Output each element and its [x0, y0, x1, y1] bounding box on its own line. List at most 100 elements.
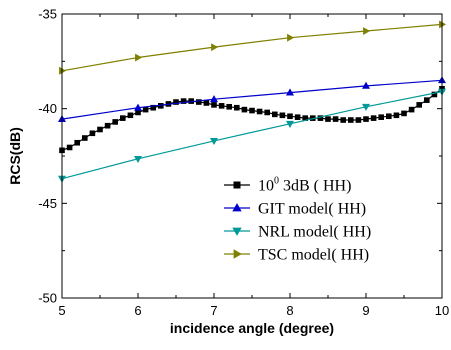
- data-point: [188, 98, 194, 104]
- legend-entry: NRL model( HH): [224, 224, 371, 241]
- data-point: [363, 27, 371, 35]
- x-tick-label: 5: [58, 303, 65, 318]
- legend-label-superscript: 0: [274, 176, 279, 187]
- data-point: [362, 103, 370, 111]
- y-tick-label: -40: [38, 101, 57, 116]
- x-tick-label: 10: [435, 303, 449, 318]
- data-point: [150, 104, 156, 111]
- data-point: [416, 102, 422, 108]
- axis-layer: 5 6 7 8 9 10 -35 -40 -45 -50: [38, 7, 449, 319]
- data-point: [393, 112, 400, 119]
- data-point: [401, 110, 407, 117]
- x-tick-label: 8: [286, 303, 293, 318]
- data-point: [203, 100, 210, 106]
- data-point: [362, 81, 370, 89]
- plot-frame: [61, 13, 443, 299]
- data-point: [211, 102, 217, 108]
- data-point: [211, 43, 219, 52]
- series-line: [61, 23, 443, 72]
- data-point: [439, 20, 447, 29]
- x-tick-label: 7: [210, 303, 217, 318]
- data-point: [173, 99, 179, 105]
- data-point: [264, 109, 270, 116]
- data-point: [142, 106, 149, 113]
- data-point: [370, 115, 377, 121]
- data-point: [256, 108, 263, 115]
- data-point: [89, 130, 96, 137]
- y-tick-label: -45: [38, 196, 57, 211]
- legend-entry: 100 3dB ( HH): [224, 176, 351, 195]
- series-3: [58, 88, 446, 183]
- data-point: [249, 107, 255, 114]
- data-point: [104, 122, 111, 129]
- data-point: [59, 66, 67, 75]
- y-tick-label: -35: [38, 7, 57, 22]
- legend: 100 3dB ( HH) GIT model( HH) NRL model( HH…: [224, 176, 371, 264]
- x-axis-label: incidence angle (degree): [170, 320, 334, 336]
- series-1: [59, 85, 445, 154]
- data-point: [210, 95, 218, 103]
- data-point: [135, 109, 141, 116]
- legend-entry: GIT model( HH): [224, 201, 366, 218]
- legend-label: 100 3dB ( HH): [258, 176, 351, 195]
- series-line: [61, 88, 443, 151]
- data-point: [294, 114, 301, 120]
- y-axis-label: RCS(dB): [7, 127, 23, 185]
- data-point: [340, 117, 346, 123]
- data-point: [431, 91, 438, 98]
- data-point: [355, 117, 362, 123]
- data-point: [302, 115, 308, 121]
- legend-label: NRL model( HH): [258, 224, 371, 241]
- data-point: [272, 111, 278, 118]
- data-point: [424, 97, 430, 103]
- x-tick-label: 6: [134, 303, 141, 318]
- data-point: [127, 112, 134, 119]
- data-point: [226, 103, 232, 110]
- legend-label: TSC model( HH): [258, 247, 369, 264]
- data-point: [386, 113, 392, 120]
- data-point: [120, 115, 126, 121]
- data-point: [234, 104, 240, 111]
- data-point: [97, 126, 103, 133]
- data-point: [210, 138, 218, 145]
- data-point: [134, 156, 142, 163]
- legend-swatch-marker: [232, 227, 242, 236]
- legend-swatch-marker: [233, 181, 241, 189]
- y-tick-label: -50: [38, 291, 57, 306]
- data-point: [66, 144, 73, 151]
- data-point: [74, 139, 80, 146]
- series-line: [61, 79, 443, 120]
- legend-entry: TSC model( HH): [224, 247, 369, 264]
- data-point: [363, 116, 369, 122]
- data-point: [325, 116, 331, 122]
- data-point: [135, 53, 143, 62]
- data-point: [218, 103, 225, 109]
- data-point: [241, 106, 248, 113]
- legend-label: GIT model( HH): [258, 201, 366, 218]
- data-point: [287, 33, 295, 42]
- legend-swatch-marker: [232, 203, 242, 212]
- data-point: [348, 117, 354, 123]
- legend-label-suffix: 3dB ( HH): [279, 178, 351, 195]
- data-point: [279, 112, 286, 119]
- data-point: [287, 113, 293, 120]
- data-point: [378, 114, 384, 120]
- series-2: [58, 76, 446, 122]
- data-point: [82, 135, 88, 141]
- data-point: [134, 103, 142, 111]
- legend-swatch-marker: [233, 249, 242, 259]
- data-point: [286, 88, 294, 96]
- data-point: [158, 103, 164, 109]
- data-point: [286, 120, 294, 128]
- series-line: [61, 91, 443, 180]
- data-point: [332, 116, 339, 122]
- data-point: [112, 119, 118, 125]
- data-point: [196, 99, 202, 105]
- data-point: [317, 115, 324, 121]
- data-point: [180, 98, 187, 104]
- series-4: [59, 20, 447, 75]
- x-tick-label: 9: [362, 303, 369, 318]
- data-point: [408, 106, 415, 113]
- series-layer: [58, 20, 447, 183]
